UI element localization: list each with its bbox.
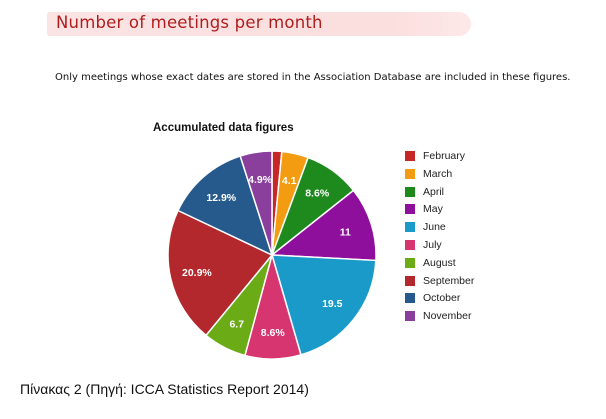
legend-swatch: [405, 293, 415, 304]
header-bar: [47, 12, 471, 36]
legend-label: March: [423, 167, 453, 180]
legend-label: July: [423, 238, 442, 251]
legend-swatch: [405, 257, 415, 268]
data-label-april: 8.6%: [305, 188, 330, 200]
legend-label: October: [423, 292, 461, 305]
legend-label: February: [423, 150, 466, 162]
legend-label: May: [423, 203, 443, 216]
data-label-march: 4.1: [282, 175, 297, 187]
pie-slice-september: [167, 209, 274, 337]
pie-slice-october: [177, 155, 274, 257]
note-text: Only meetings whose exact dates are stor…: [55, 72, 571, 83]
pie-slice-november: [239, 150, 273, 256]
legend-swatch: [405, 275, 415, 286]
data-label-september: 20.9%: [182, 267, 212, 279]
legend-swatch: [405, 151, 415, 161]
data-label-may: 11: [340, 227, 351, 239]
legend-swatch: [405, 186, 415, 197]
data-label-october: 12.9%: [206, 192, 236, 204]
pie-slice-june: [270, 254, 377, 356]
legend-swatch: [405, 311, 415, 322]
legend-label: November: [423, 310, 472, 323]
data-label-november: 4.9%: [248, 174, 273, 186]
legend-swatch: [405, 204, 415, 215]
legend-label: April: [423, 185, 445, 198]
legend-label: June: [423, 221, 446, 234]
figure-caption: Πίνακας 2 (Πηγή: ICCA Statistics Report …: [20, 381, 309, 397]
legend-label: August: [423, 256, 456, 269]
legend-swatch: [405, 239, 415, 250]
legend-swatch: [405, 222, 415, 233]
page-title: Number of meetings per month: [56, 13, 323, 32]
chart-title: Accumulated data figures: [153, 122, 294, 134]
data-label-august: 6.7: [229, 318, 244, 330]
legend-swatch: [405, 168, 415, 179]
data-label-june: 19.5: [322, 298, 343, 310]
legend-label: September: [423, 274, 475, 287]
data-label-july: 8.6%: [261, 327, 286, 339]
pie-slice-may: [269, 189, 377, 262]
